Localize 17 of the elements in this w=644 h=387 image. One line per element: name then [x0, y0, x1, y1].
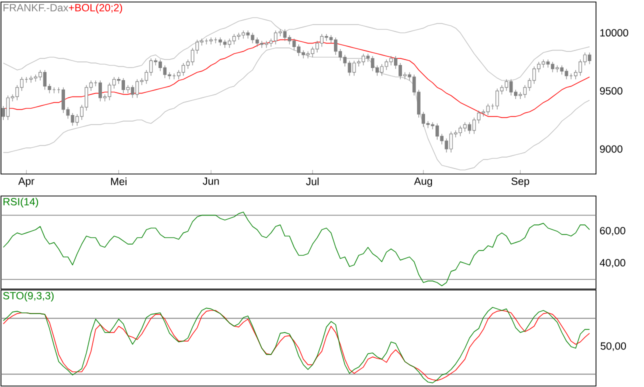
x-tick-label: Aug [414, 178, 432, 187]
x-tick-label: Apr [18, 178, 34, 187]
candlestick [209, 37, 213, 45]
text: 50,00 [600, 342, 626, 351]
chart-title: FRANKF.-Dax [4, 4, 68, 12]
y-tick-label: 9000 [600, 145, 622, 153]
y-tick-label: 10000 [600, 29, 628, 37]
chart-title: RSI(14) [4, 198, 38, 208]
y-tick-label: 40,00 [600, 259, 626, 268]
x-tick-label: Jul [306, 178, 319, 186]
y-tick-label: 60,00 [600, 226, 626, 236]
x-tick-label: Sep [511, 178, 530, 187]
chart-title: STO(9,3,3) [3, 292, 54, 302]
text: +BOL(20;2) [68, 4, 122, 14]
x-tick-label: Jun [202, 178, 219, 185]
y-tick-label: 9500 [600, 87, 622, 95]
x-tick-label: Mei [111, 178, 126, 186]
